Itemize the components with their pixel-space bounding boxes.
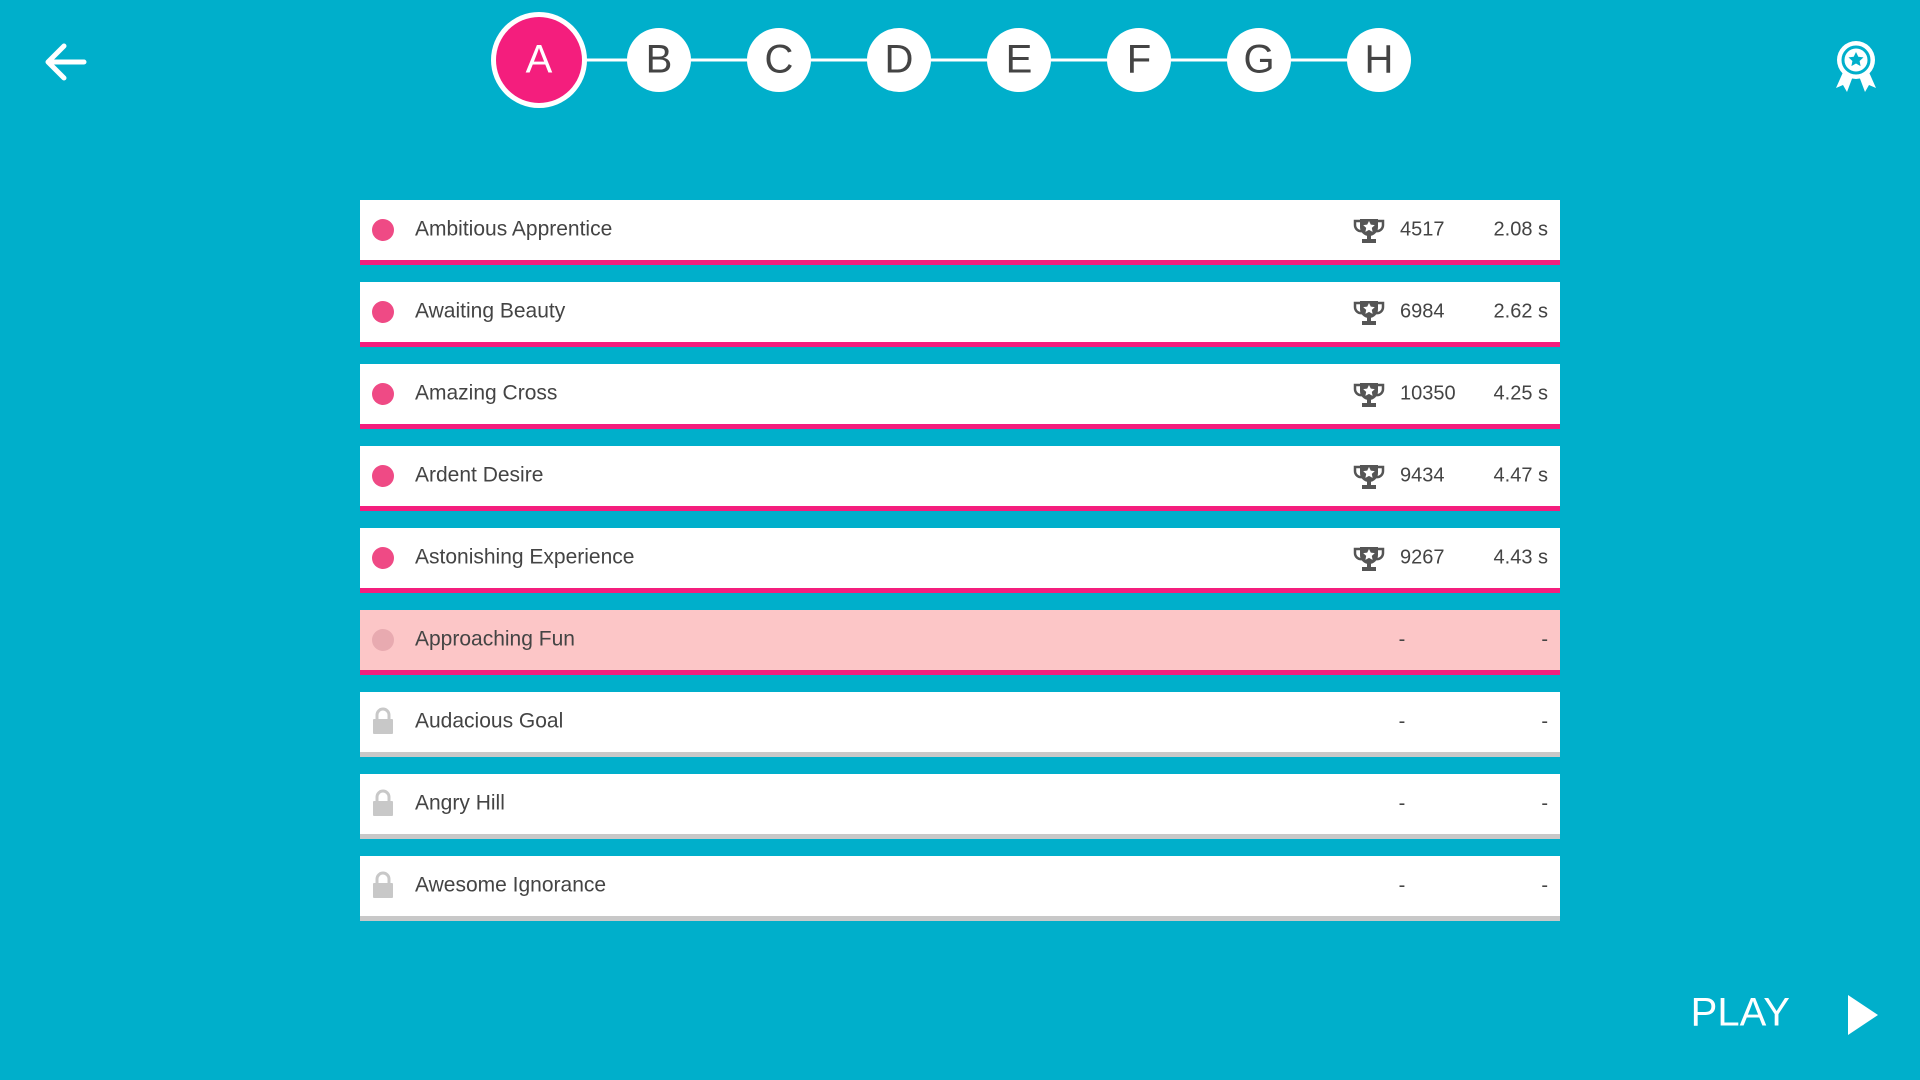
level-name: Awesome Ignorance (415, 874, 606, 897)
tab-label: F (1127, 38, 1151, 82)
level-score: 4517 (1400, 218, 1445, 240)
tab-circle (1107, 28, 1171, 92)
level-row[interactable]: Amazing Cross 10350 4.25 s (360, 364, 1560, 429)
level-time: 4.47 s (1494, 464, 1548, 486)
level-score: - (1399, 628, 1406, 650)
tab-label: B (646, 38, 673, 82)
level-name: Approaching Fun (415, 628, 575, 651)
level-time: - (1541, 874, 1548, 896)
level-time: 2.08 s (1494, 218, 1548, 240)
tab-circle (1227, 28, 1291, 92)
level-row: Audacious Goal - - (360, 692, 1560, 757)
level-score: - (1399, 874, 1406, 896)
level-row[interactable]: Astonishing Experience 9267 4.43 s (360, 528, 1560, 593)
row-background (360, 774, 1560, 834)
tab-label: D (885, 38, 914, 82)
level-time: 4.43 s (1494, 546, 1548, 568)
row-background (360, 692, 1560, 752)
tab-label: C (765, 38, 794, 82)
back-arrow-icon (45, 43, 87, 81)
level-time: - (1541, 628, 1548, 650)
tab[interactable]: F (1107, 28, 1171, 92)
level-name: Awaiting Beauty (415, 300, 566, 323)
tab-label: A (526, 38, 553, 82)
level-name: Angry Hill (415, 792, 505, 815)
level-name: Ambitious Apprentice (415, 218, 612, 241)
row-underline (360, 916, 1560, 921)
level-score: 6984 (1400, 300, 1445, 322)
level-name: Astonishing Experience (415, 546, 634, 569)
tab-label: G (1243, 38, 1274, 82)
tab-label: E (1006, 38, 1033, 82)
row-underline (360, 752, 1560, 757)
row-underline (360, 260, 1560, 265)
status-dot (372, 219, 394, 241)
tab-circle-selected (496, 17, 582, 103)
back-button[interactable] (45, 43, 87, 81)
level-row: Angry Hill - - (360, 774, 1560, 839)
tab-circle (867, 28, 931, 92)
level-time: 4.25 s (1494, 382, 1548, 404)
status-dot (372, 301, 394, 323)
tab[interactable]: A (491, 12, 587, 108)
tab[interactable]: E (987, 28, 1051, 92)
level-name: Amazing Cross (415, 382, 557, 405)
tab[interactable]: D (867, 28, 931, 92)
level-time: 2.62 s (1494, 300, 1548, 322)
tab[interactable]: G (1227, 28, 1291, 92)
level-score: 10350 (1400, 382, 1456, 404)
tab-circle (987, 28, 1051, 92)
level-row[interactable]: Awaiting Beauty 6984 2.62 s (360, 282, 1560, 347)
status-dot (372, 465, 394, 487)
level-time: - (1541, 792, 1548, 814)
tab-bar: A B C D E F G H (491, 12, 1411, 108)
level-list: Ambitious Apprentice 4517 2.08 s Awaiting B… (360, 200, 1560, 921)
row-underline (360, 424, 1560, 429)
medal-star (1848, 52, 1864, 67)
level-score: 9434 (1400, 464, 1445, 486)
level-time: - (1541, 710, 1548, 732)
status-dot (372, 629, 394, 651)
row-underline (360, 670, 1560, 675)
row-underline (360, 342, 1560, 347)
tab[interactable]: H (1347, 28, 1411, 92)
level-row[interactable]: Ardent Desire 9434 4.47 s (360, 446, 1560, 511)
tab[interactable]: B (627, 28, 691, 92)
medal-ring (1841, 45, 1871, 75)
status-dot (372, 383, 394, 405)
level-row[interactable]: Ambitious Apprentice 4517 2.08 s (360, 200, 1560, 265)
row-background (360, 610, 1560, 670)
level-score: 9267 (1400, 546, 1445, 568)
tab-circle (627, 28, 691, 92)
tab-circle (747, 28, 811, 92)
row-underline (360, 588, 1560, 593)
tab-circle (1347, 28, 1411, 92)
row-underline (360, 834, 1560, 839)
play-label: PLAY (1691, 991, 1790, 1035)
row-background (360, 856, 1560, 916)
level-name: Ardent Desire (415, 464, 543, 487)
play-button[interactable]: PLAY (1691, 991, 1878, 1035)
level-name: Audacious Goal (415, 710, 563, 733)
row-underline (360, 506, 1560, 511)
achievements-button[interactable] (1836, 41, 1876, 92)
level-score: - (1399, 710, 1406, 732)
level-row[interactable]: Approaching Fun - - (360, 610, 1560, 675)
level-score: - (1399, 792, 1406, 814)
tab-label: H (1365, 38, 1394, 82)
status-dot (372, 547, 394, 569)
play-icon (1848, 995, 1878, 1035)
level-row: Awesome Ignorance - - (360, 856, 1560, 921)
tab[interactable]: C (747, 28, 811, 92)
